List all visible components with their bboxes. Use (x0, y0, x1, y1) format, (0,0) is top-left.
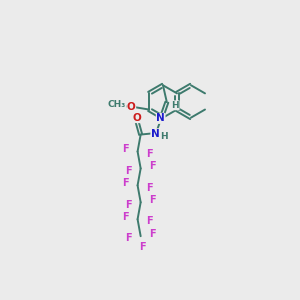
Text: F: F (146, 183, 153, 193)
Text: F: F (149, 195, 156, 205)
Text: F: F (149, 161, 156, 171)
Text: N: N (156, 113, 165, 123)
Text: F: F (122, 212, 129, 222)
Text: H: H (160, 132, 168, 141)
Text: F: F (125, 200, 132, 209)
Text: O: O (132, 112, 141, 123)
Text: F: F (146, 149, 153, 159)
Text: N: N (151, 129, 160, 139)
Text: F: F (146, 217, 153, 226)
Text: O: O (127, 102, 136, 112)
Text: H: H (172, 101, 179, 110)
Text: F: F (122, 178, 129, 188)
Text: F: F (149, 229, 156, 239)
Text: CH₃: CH₃ (107, 100, 126, 109)
Text: F: F (122, 144, 129, 154)
Text: F: F (139, 242, 146, 252)
Text: F: F (125, 166, 132, 176)
Text: F: F (125, 233, 132, 243)
